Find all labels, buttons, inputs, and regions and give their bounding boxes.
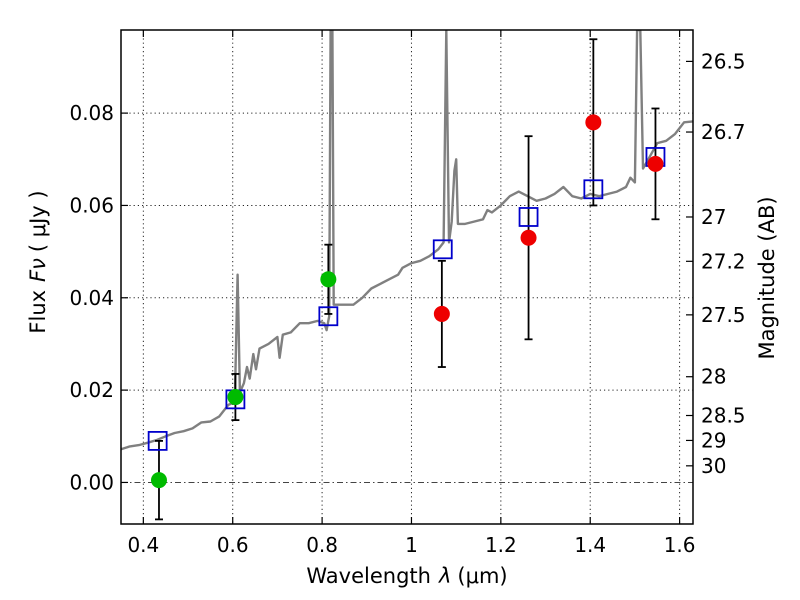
mag-tick-label: 26.7 (701, 120, 746, 144)
photometry-point (150, 472, 167, 489)
mag-tick-label: 29 (701, 428, 726, 452)
mag-tick-label: 27 (701, 205, 726, 229)
photometry-point (520, 229, 537, 246)
x-tick-label: 1.2 (485, 533, 517, 557)
photometry-point (585, 114, 602, 131)
photometry-point (227, 389, 244, 406)
right-axis-label: Magnitude (AB) (755, 196, 779, 359)
y-tick-label: 0.00 (69, 470, 114, 494)
x-tick-label: 0.8 (306, 533, 338, 557)
x-tick-label: 0.6 (217, 533, 249, 557)
photometry-point (320, 271, 337, 288)
model-flux-square (518, 207, 539, 227)
x-tick-label: 1.6 (664, 533, 696, 557)
model-flux-square (147, 430, 168, 451)
grid (121, 30, 693, 524)
plot-area (121, 30, 693, 521)
mag-tick-label: 27.5 (701, 303, 746, 327)
x-tick-label: 1.4 (574, 533, 606, 557)
y-tick-label: 0.08 (69, 101, 114, 125)
photometry-point (647, 155, 664, 172)
y-tick-label: 0.02 (69, 378, 114, 402)
photometry-point (433, 305, 450, 322)
model-flux-square (432, 239, 453, 260)
model-flux-square (583, 179, 604, 200)
mag-tick-label: 26.5 (701, 49, 746, 73)
plot-frame (120, 29, 694, 525)
model-spectrum-line (121, 30, 693, 451)
mag-tick-label: 27.2 (701, 249, 746, 273)
y-tick-label: 0.06 (69, 193, 114, 217)
y-tick-label: 0.04 (69, 286, 114, 310)
mag-tick-label: 28.5 (701, 404, 746, 428)
model-flux-square (318, 306, 339, 327)
axis-ticks: 0.4 0.6 0.8 1 1.2 1.4 1.6 0.00 0.02 0.04 0.06 0.08 2… (69, 30, 746, 557)
mag-tick-label: 30 (701, 454, 726, 478)
y-axis-label: FluxFν( μJy ) (26, 190, 50, 333)
mag-tick-label: 28 (701, 365, 726, 389)
x-axis-label: Wavelength λ (μm) (306, 564, 507, 588)
x-tick-label: 0.4 (127, 533, 159, 557)
x-tick-label: 1 (405, 533, 418, 557)
